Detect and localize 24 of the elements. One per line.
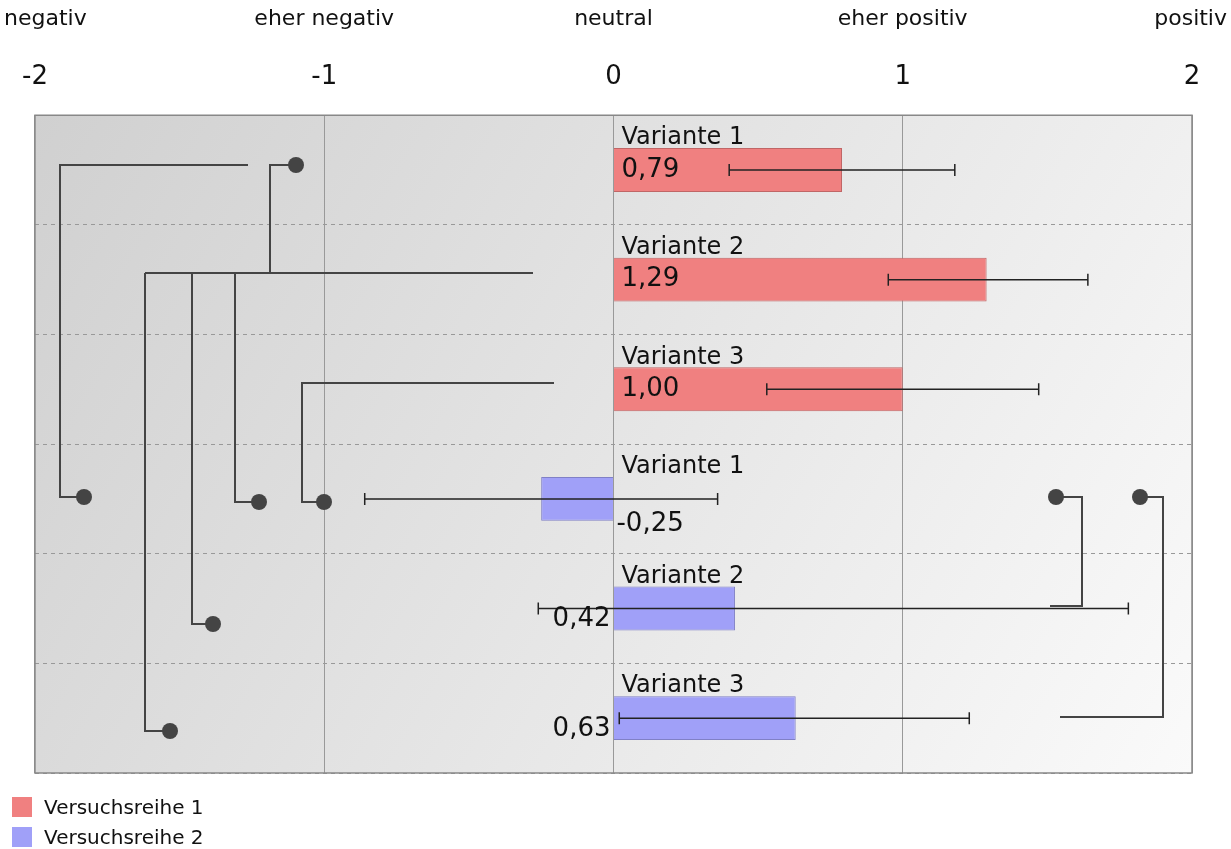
text: negativ — [4, 4, 87, 30]
x-tick-label: 1 — [894, 60, 912, 91]
text: eher positiv — [837, 4, 968, 30]
y-tick-label: Variante 2 — [621, 231, 745, 260]
data-label: 1,00 — [621, 372, 680, 403]
data-label: 0,79 — [621, 152, 680, 183]
x-tick-label: -1 — [311, 60, 338, 91]
x-tick-label: 2 — [1183, 60, 1201, 91]
data-label: 1,29 — [621, 262, 680, 293]
x-tick-label: -2 — [21, 60, 48, 91]
text: neutral — [574, 4, 653, 30]
text: eher negativ — [254, 4, 395, 30]
y-tick-label: Variante 1 — [621, 451, 745, 480]
data-label: 0,63 — [552, 711, 611, 742]
y-tick-label: Variante 3 — [621, 670, 745, 699]
y-tick-label: Variante 2 — [621, 560, 745, 589]
data-label: -0,25 — [616, 506, 684, 537]
legend-label: Versuchsreihe 1 — [44, 795, 204, 819]
x-tick-label: 0 — [605, 60, 622, 91]
data-label: 0,42 — [552, 602, 611, 633]
text: positiv — [1154, 4, 1227, 30]
y-tick-label: Variante 3 — [621, 341, 745, 370]
legend-label: Versuchsreihe 2 — [44, 825, 204, 849]
y-tick-label: Variante 1 — [621, 122, 745, 151]
